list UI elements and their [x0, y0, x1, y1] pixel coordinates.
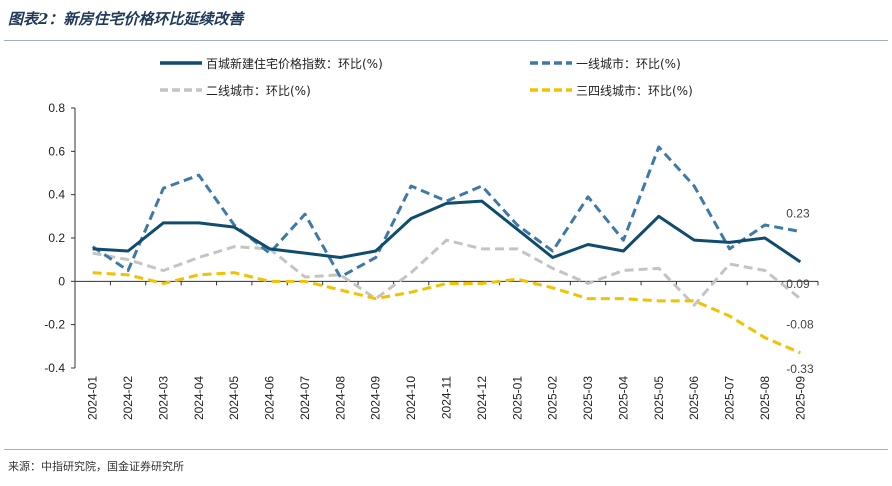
x-tick-label: 2025-02 [546, 376, 560, 420]
data-label: 0.09 [786, 277, 810, 291]
y-tick-label: -0.4 [44, 361, 65, 375]
title-divider [4, 40, 888, 41]
y-tick-label: 0.4 [48, 188, 65, 202]
legend-label: 三四线城市：环比(%) [576, 83, 693, 98]
x-tick-label: 2024-04 [192, 376, 206, 420]
x-tick-label: 2024-03 [156, 376, 170, 420]
x-tick-label: 2025-01 [510, 376, 524, 420]
x-tick-label: 2024-07 [298, 376, 312, 420]
x-tick-label: 2024-05 [227, 376, 241, 420]
x-tick-label: 2024-11 [440, 376, 454, 419]
y-tick-label: 0.8 [48, 101, 65, 115]
data-label: -0.08 [786, 318, 814, 332]
x-tick-label: 2025-03 [581, 376, 595, 420]
footer-divider [4, 449, 888, 450]
x-tick-label: 2025-06 [687, 376, 701, 420]
data-label: 0.23 [786, 207, 810, 221]
x-tick-label: 2024-06 [263, 376, 277, 420]
x-tick-label: 2025-07 [723, 376, 737, 420]
x-tick-label: 2024-08 [333, 376, 347, 420]
y-tick-label: 0.6 [48, 144, 65, 158]
x-tick-label: 2024-01 [86, 376, 100, 420]
y-tick-label: -0.2 [44, 318, 65, 332]
legend-label: 一线城市：环比(%) [576, 56, 681, 71]
y-tick-label: 0.2 [48, 231, 65, 245]
y-tick-label: 0 [58, 274, 65, 288]
legend-label: 二线城市：环比(%) [206, 83, 311, 98]
series-line-1 [91, 145, 801, 279]
x-tick-label: 2024-10 [404, 376, 418, 420]
figure-title: 图表2：新房住宅价格环比延续改善 [8, 10, 244, 28]
x-tick-label: 2025-08 [758, 376, 772, 420]
x-tick-label: 2024-12 [475, 376, 489, 420]
x-tick-label: 2025-04 [616, 376, 630, 420]
series-line-3 [92, 271, 801, 355]
legend-label: 百城新建住宅价格指数：环比(%) [206, 56, 383, 71]
x-tick-label: 2024-09 [369, 376, 383, 420]
data-label: -0.33 [786, 362, 814, 376]
x-tick-label: 2024-02 [121, 376, 135, 420]
x-tick-label: 2025-09 [793, 376, 807, 420]
series-line-0 [92, 199, 802, 264]
x-tick-label: 2025-05 [652, 376, 666, 420]
source-note: 来源：中指研究院，国金证券研究所 [8, 460, 184, 473]
series-line-2 [92, 238, 802, 307]
